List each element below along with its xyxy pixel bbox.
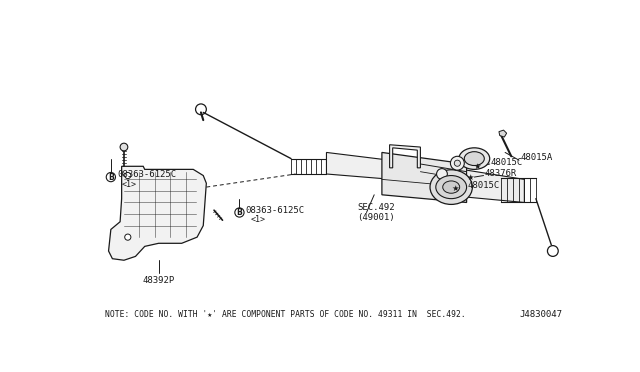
Text: 08363-6125C: 08363-6125C xyxy=(117,170,176,179)
Text: NOTE: CODE NO. WITH '★' ARE COMPONENT PARTS OF CODE NO. 49311 IN  SEC.492.: NOTE: CODE NO. WITH '★' ARE COMPONENT PA… xyxy=(105,310,465,319)
Circle shape xyxy=(454,160,460,166)
Text: J4830047: J4830047 xyxy=(520,310,563,319)
Ellipse shape xyxy=(464,152,484,166)
Text: (49001): (49001) xyxy=(357,213,395,222)
Text: B: B xyxy=(108,173,114,182)
Polygon shape xyxy=(390,145,420,168)
Polygon shape xyxy=(109,166,206,260)
Polygon shape xyxy=(382,153,467,202)
Text: 48015C: 48015C xyxy=(490,158,523,167)
Text: 48015A: 48015A xyxy=(520,153,553,162)
Text: 48015C: 48015C xyxy=(467,181,500,190)
Text: ★: ★ xyxy=(451,184,459,193)
Circle shape xyxy=(235,208,244,217)
Text: 48392P: 48392P xyxy=(143,276,175,285)
Ellipse shape xyxy=(459,148,490,169)
Text: 08363-6125C: 08363-6125C xyxy=(246,206,305,215)
Circle shape xyxy=(120,143,128,151)
Text: SEC.492: SEC.492 xyxy=(357,203,395,212)
Circle shape xyxy=(125,173,131,179)
Ellipse shape xyxy=(436,176,467,199)
Ellipse shape xyxy=(430,170,472,205)
Text: ★: ★ xyxy=(467,173,474,182)
Text: ★: ★ xyxy=(474,162,481,171)
Polygon shape xyxy=(499,130,507,137)
Text: B: B xyxy=(237,208,243,217)
Circle shape xyxy=(451,156,464,170)
Polygon shape xyxy=(326,153,420,182)
Ellipse shape xyxy=(443,181,460,193)
Text: <1>: <1> xyxy=(250,215,265,224)
Circle shape xyxy=(106,173,115,182)
Polygon shape xyxy=(467,170,524,202)
Circle shape xyxy=(436,169,447,179)
Circle shape xyxy=(125,234,131,240)
Text: 48376R: 48376R xyxy=(484,170,516,179)
Text: <1>: <1> xyxy=(122,180,137,189)
